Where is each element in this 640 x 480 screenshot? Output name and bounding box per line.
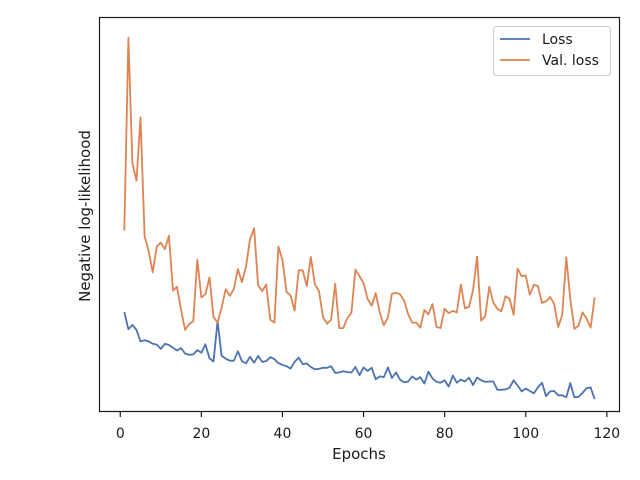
y-axis-label: Negative log-likelihood xyxy=(76,130,94,302)
x-tick-label: 80 xyxy=(436,426,454,442)
plot-frame xyxy=(98,16,621,413)
x-tick-label: 20 xyxy=(192,426,210,442)
legend-label-val-loss: Val. loss xyxy=(542,53,599,69)
x-tick-label: 120 xyxy=(593,426,620,442)
x-tick-label: 100 xyxy=(512,426,539,442)
x-tick-label: 40 xyxy=(274,426,292,442)
x-tick-label: 60 xyxy=(355,426,373,442)
legend: Loss Val. loss xyxy=(493,26,611,76)
series-line-loss xyxy=(123,311,596,400)
plot-area xyxy=(123,36,596,400)
legend-label-loss: Loss xyxy=(542,32,573,48)
series-line-val-loss xyxy=(123,36,596,331)
x-axis-label: Epochs xyxy=(332,445,386,463)
x-tick-label: 0 xyxy=(116,426,125,442)
x-axis-ticks: 0 20 40 60 80 100 120 xyxy=(116,411,620,442)
